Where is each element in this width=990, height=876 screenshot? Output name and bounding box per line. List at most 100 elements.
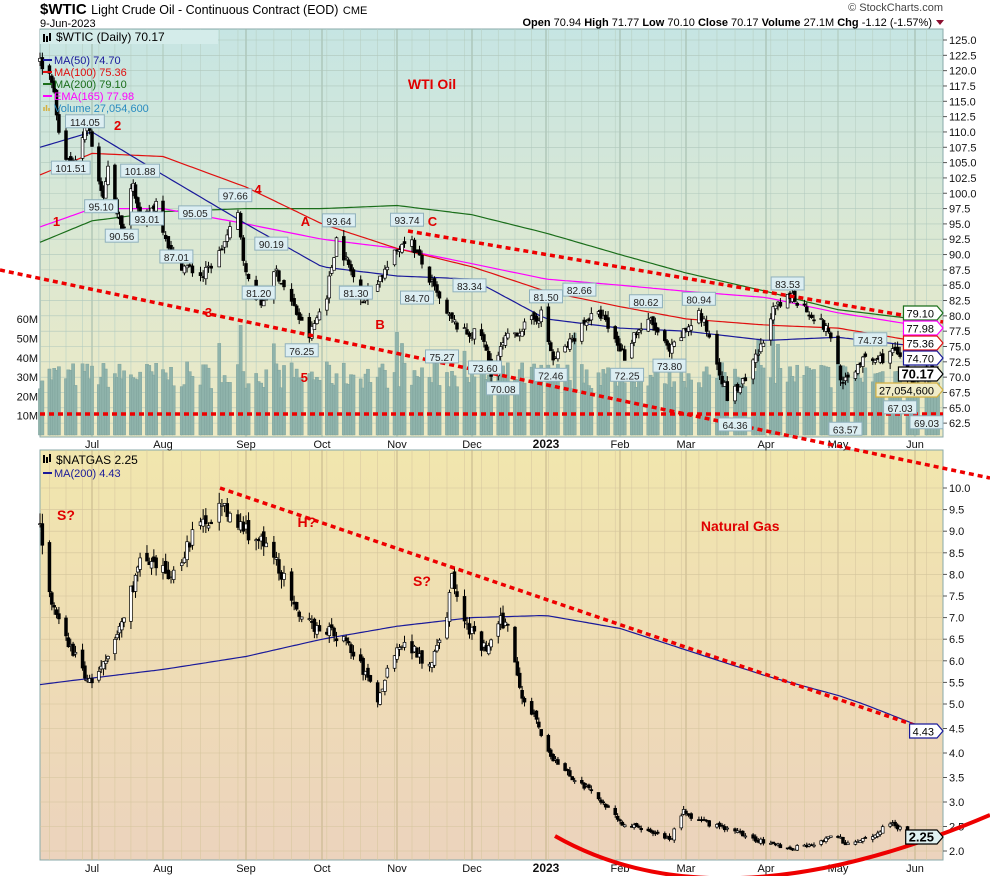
x-tick-label: Aug <box>153 439 173 451</box>
volume-bar <box>334 373 339 436</box>
candle-up <box>769 318 773 341</box>
ma50-line <box>39 131 939 349</box>
wave-label: 2 <box>114 118 121 133</box>
annotation-group: WTI Oil <box>408 76 456 92</box>
candle-down <box>699 313 704 321</box>
candle-down <box>615 815 620 820</box>
candle-up <box>584 321 589 326</box>
y-tick-label: 3.5 <box>949 773 964 785</box>
candle-up <box>681 328 686 339</box>
candle-up <box>299 616 304 620</box>
volume-value: 27.1M <box>804 17 835 29</box>
natgas-legend: $NATGAS 2.25 MA(200) 4.43 <box>43 453 138 480</box>
volume-bar <box>90 365 94 436</box>
down-arrow-icon <box>936 20 944 25</box>
price-label-box <box>218 188 253 203</box>
candle-down <box>663 833 667 839</box>
volume-bar <box>299 377 304 436</box>
wave-label-group: C <box>428 214 438 229</box>
candle-up <box>103 181 108 199</box>
candle-down <box>618 343 622 352</box>
y-tick-label: 107.5 <box>949 142 977 154</box>
volume-icon <box>43 105 50 111</box>
candle-down <box>836 335 840 365</box>
candle-down <box>639 828 643 831</box>
candle-up <box>472 328 477 340</box>
y-tick-label: 9.0 <box>949 526 964 538</box>
candle-down <box>54 89 59 116</box>
axes: Jul Jul Aug Aug Sep Sep Oct Oct Nov Nov Dec Dec 2023… <box>17 35 977 875</box>
candle-up <box>759 343 763 353</box>
candle-up <box>383 268 387 279</box>
candle-down <box>599 309 603 319</box>
x-tick-label: Sep <box>236 863 256 875</box>
candle-up <box>639 328 643 331</box>
price-label: 82.66 <box>567 286 592 297</box>
volume-bar <box>40 380 45 436</box>
candle-down <box>556 759 560 765</box>
candle-up <box>378 692 382 705</box>
candle-up <box>106 656 110 660</box>
candle-down <box>613 807 617 815</box>
candle-up <box>503 621 508 626</box>
candle-down <box>334 638 339 642</box>
candle-icon <box>43 454 51 463</box>
ma200-tag-group: 79.10 <box>902 305 944 321</box>
candle-down <box>349 644 353 654</box>
price-labels: WTI Oil S? H? S? Natural Gas 114.05 101.51 95.1… <box>50 76 944 589</box>
y-tick-label: 87.5 <box>949 265 970 277</box>
candle-down <box>244 263 248 273</box>
candle-up <box>496 623 501 637</box>
candle-down <box>717 362 722 376</box>
candle-down <box>342 236 346 261</box>
price-label-box <box>533 367 568 382</box>
candle-down <box>349 264 353 272</box>
volume-bar <box>351 374 356 436</box>
candle-up <box>274 557 279 560</box>
candle-down <box>841 382 845 384</box>
candle-up <box>385 266 390 271</box>
y-tick-label: 115.0 <box>949 96 976 108</box>
candle-up <box>133 575 138 592</box>
candle-down <box>717 822 722 827</box>
candle-up <box>498 346 503 357</box>
x-tick-label: Oct <box>313 439 330 451</box>
price-label: 90.19 <box>259 240 284 251</box>
price-label-group: 81.20 <box>241 285 276 300</box>
natgas-annotation: S? <box>57 507 75 523</box>
y-tick-label: 6.0 <box>949 656 964 668</box>
candle-up <box>228 512 232 523</box>
wave-label: 5 <box>301 370 308 385</box>
candle-up <box>106 165 110 185</box>
open-label: Open <box>522 17 550 29</box>
price-label: 73.80 <box>657 362 682 373</box>
candle-down <box>720 375 724 385</box>
y-tick-label: 9.5 <box>949 505 964 517</box>
price-label-box <box>681 291 716 306</box>
y-tick-label: 82.5 <box>949 296 970 308</box>
candle-up <box>312 323 317 330</box>
candle-up <box>756 353 761 356</box>
candle-up <box>672 341 676 347</box>
candle-down <box>445 299 449 314</box>
x-tick-label: Aug <box>153 863 173 875</box>
price-label-box <box>50 160 91 175</box>
price-label-group: 81.50 <box>529 289 563 304</box>
candle-up <box>743 835 748 838</box>
candle-up <box>97 671 101 681</box>
candle-up <box>725 827 730 830</box>
candle-down <box>375 682 380 703</box>
candle-down <box>589 789 594 792</box>
volume-bar <box>122 370 126 436</box>
y-tick-label: 6.5 <box>949 634 964 646</box>
candle-up <box>122 617 126 623</box>
natgas-ma200-tag-box <box>908 723 944 739</box>
y-tick-label: 100.0 <box>949 188 977 200</box>
volume-tag: 27,054,600 <box>879 386 934 398</box>
candle-up <box>556 351 560 360</box>
volume-tick-label: 10M <box>17 411 38 423</box>
candle-down <box>517 672 522 688</box>
candle-down <box>188 264 192 267</box>
price-label: 95.05 <box>183 209 208 220</box>
y-tick-label: 105.0 <box>949 158 977 170</box>
